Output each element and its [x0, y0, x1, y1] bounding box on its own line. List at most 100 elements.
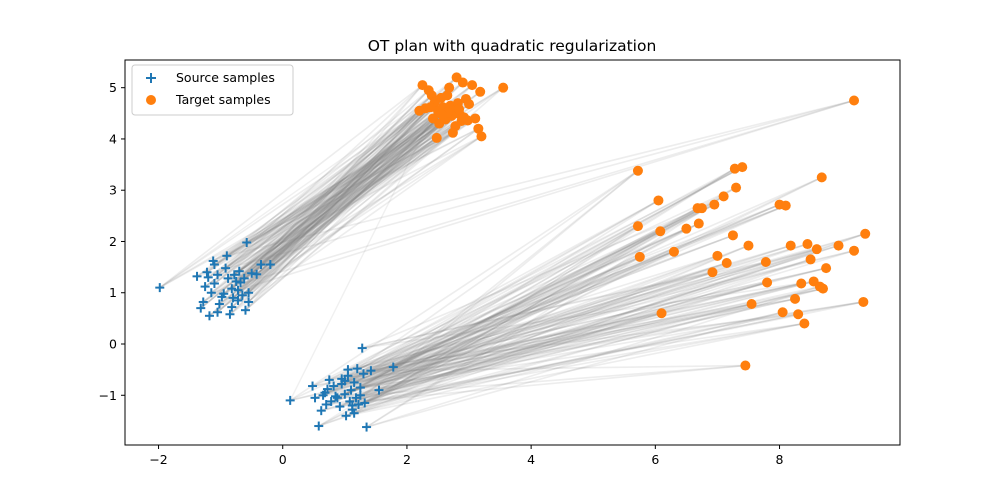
- plan-line: [356, 203, 780, 370]
- legend-source-label: Source samples: [176, 70, 275, 85]
- plan-line: [200, 110, 439, 309]
- y-tick-label: 2: [109, 234, 117, 249]
- plan-line: [335, 258, 811, 398]
- plan-line: [360, 364, 746, 397]
- plan-line: [232, 137, 438, 299]
- plan-line: [355, 167, 736, 399]
- plan-line: [251, 89, 430, 274]
- plan-line: [363, 166, 743, 375]
- target-sample-point: [634, 251, 645, 262]
- plan-line: [344, 287, 824, 382]
- plan-line: [239, 106, 444, 284]
- target-sample-point: [414, 105, 425, 116]
- plan-line: [256, 106, 432, 275]
- plan-line: [248, 101, 436, 294]
- plan-line: [341, 230, 661, 385]
- plan-line: [231, 132, 454, 290]
- plan-line: [353, 311, 783, 414]
- plan-line: [217, 91, 481, 313]
- target-samples-series: [414, 72, 871, 371]
- plan-line: [231, 108, 460, 308]
- plan-line: [237, 108, 460, 302]
- plan-line: [347, 199, 659, 377]
- plan-line: [229, 110, 439, 315]
- plan-line: [393, 248, 818, 368]
- plan-line: [223, 81, 464, 295]
- plan-line: [327, 267, 827, 390]
- source-sample-point: [346, 385, 356, 395]
- plan-line: [322, 255, 718, 397]
- plan-line: [357, 248, 817, 370]
- target-sample-point: [696, 203, 707, 214]
- source-sample-point: [285, 395, 295, 405]
- plan-line: [324, 322, 805, 394]
- plan-line: [314, 262, 727, 399]
- source-sample-point: [222, 251, 232, 261]
- plan-line: [248, 103, 470, 294]
- plan-line: [213, 98, 467, 285]
- plan-line: [231, 89, 430, 290]
- target-sample-point: [653, 195, 664, 206]
- target-sample-point: [796, 278, 807, 289]
- plan-line: [330, 281, 768, 403]
- plan-line: [329, 262, 727, 381]
- target-sample-point: [793, 309, 804, 320]
- source-sample-point: [331, 391, 341, 401]
- target-sample-point: [833, 240, 844, 251]
- plan-line: [370, 222, 700, 372]
- source-sample-point: [192, 271, 202, 281]
- plan-line: [217, 98, 467, 313]
- source-sample-point: [228, 293, 238, 303]
- target-sample-point: [712, 250, 723, 261]
- plan-line: [243, 110, 420, 279]
- plan-line: [333, 282, 802, 387]
- plan-line: [324, 166, 743, 394]
- plan-line: [256, 125, 456, 275]
- plan-line: [344, 248, 818, 396]
- plan-line: [238, 98, 467, 272]
- plan-line: [355, 312, 662, 399]
- plan-line: [235, 118, 446, 283]
- plan-line: [231, 103, 470, 290]
- plan-line: [260, 107, 427, 266]
- plan-line: [248, 132, 454, 294]
- x-tick-label: 8: [776, 452, 784, 467]
- target-sample-point: [849, 245, 860, 256]
- source-sample-point: [227, 302, 237, 312]
- plan-line: [364, 251, 675, 404]
- plan-line: [353, 222, 700, 384]
- plan-line: [364, 301, 864, 404]
- plan-line: [350, 250, 675, 391]
- plan-line: [322, 285, 821, 397]
- plan-line: [269, 97, 442, 266]
- plan-line: [233, 113, 461, 276]
- target-sample-point: [718, 191, 729, 202]
- plan-line: [345, 322, 805, 417]
- source-sample-point: [209, 279, 219, 289]
- plan-line: [344, 262, 727, 382]
- plan-line: [344, 255, 718, 395]
- plan-line: [360, 267, 827, 389]
- target-sample-point: [709, 199, 720, 210]
- plan-line: [256, 106, 444, 275]
- plan-line: [353, 243, 808, 384]
- target-sample-point: [457, 77, 468, 88]
- plan-line: [333, 250, 675, 387]
- plan-line: [269, 110, 420, 266]
- plan-line: [241, 118, 446, 296]
- plan-line: [350, 186, 737, 391]
- source-sample-point: [227, 284, 237, 294]
- plan-line: [335, 207, 703, 398]
- plan-line: [159, 116, 465, 289]
- plan-line: [321, 249, 855, 412]
- y-tick-label: 5: [109, 80, 117, 95]
- legend: Source samples Target samples: [131, 64, 294, 116]
- target-sample-point: [668, 246, 679, 257]
- plan-line: [231, 87, 450, 290]
- plan-line: [207, 135, 482, 279]
- source-sample-point: [203, 272, 213, 282]
- target-sample-point: [656, 308, 667, 319]
- target-sample-point: [425, 102, 436, 113]
- plan-line: [289, 281, 768, 402]
- source-sample-point: [209, 260, 219, 270]
